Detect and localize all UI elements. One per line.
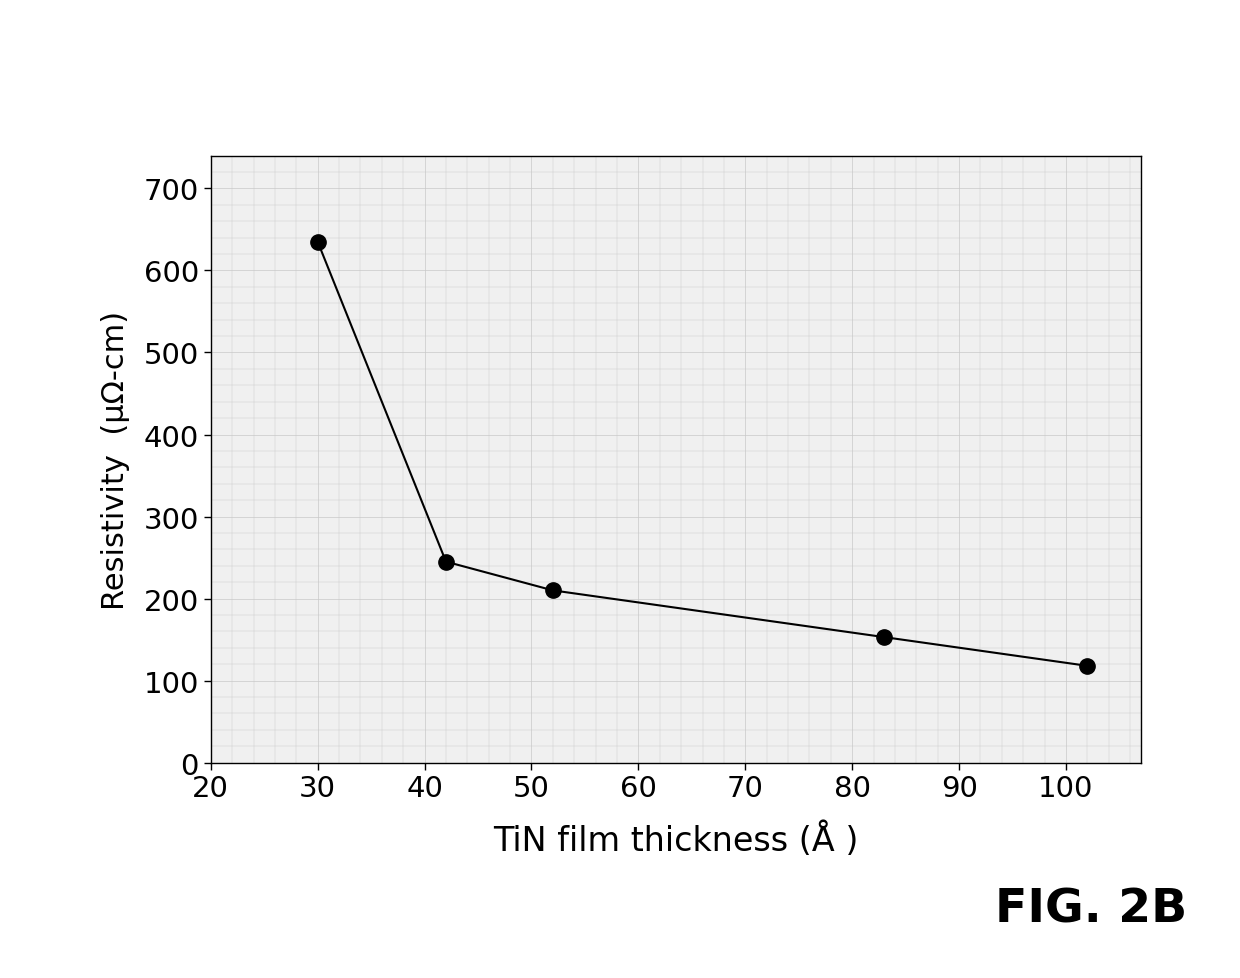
- X-axis label: TiN film thickness (Å ): TiN film thickness (Å ): [494, 822, 858, 858]
- Text: FIG. 2B: FIG. 2B: [994, 887, 1188, 932]
- Y-axis label: Resistivity  (μΩ-cm): Resistivity (μΩ-cm): [100, 310, 130, 609]
